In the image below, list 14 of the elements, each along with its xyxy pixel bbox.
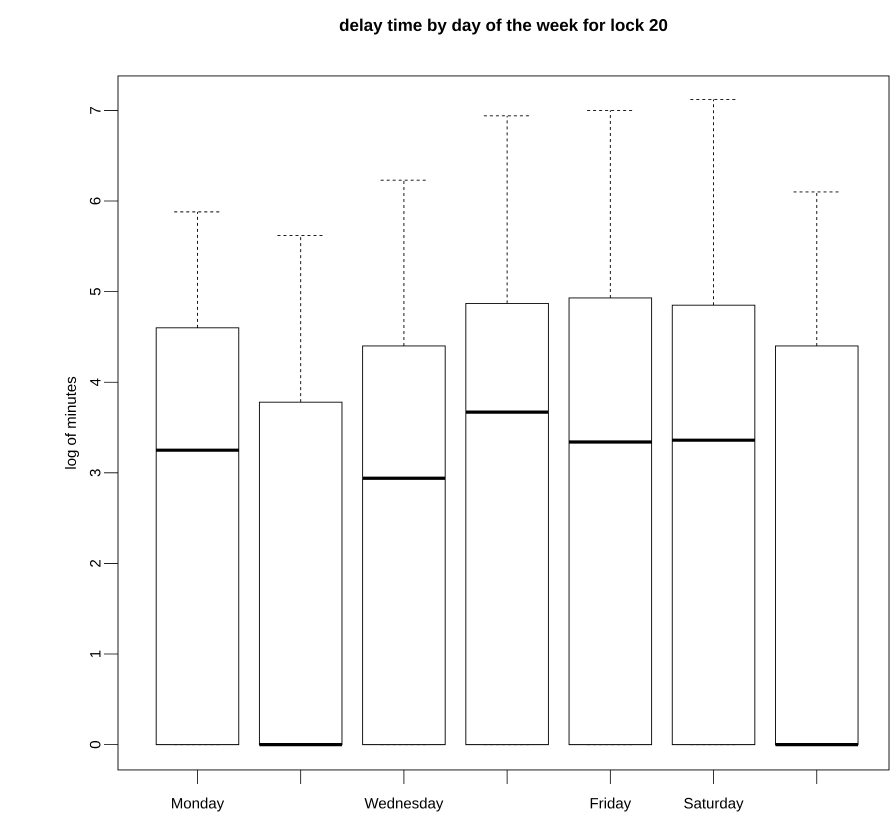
y-tick-label: 3: [90, 469, 100, 476]
y-tick-label: 6: [90, 198, 100, 204]
x-tick-label: Wednesday: [364, 798, 444, 812]
y-tick-label: 7: [90, 106, 100, 114]
y-tick-label: 2: [90, 560, 100, 567]
y-tick-label: 1: [90, 650, 100, 658]
y-tick-label: 4: [90, 378, 100, 386]
x-tick-label: Saturday: [684, 798, 744, 812]
y-tick-label: 5: [90, 288, 100, 296]
x-tick-label: Monday: [172, 798, 224, 812]
y-tick-label: 0: [90, 741, 100, 748]
x-tick-label: Friday: [590, 798, 632, 812]
chart-title: delay time by day of the week for lock 20: [340, 18, 668, 34]
y-axis-title: log of minutes: [65, 376, 79, 469]
